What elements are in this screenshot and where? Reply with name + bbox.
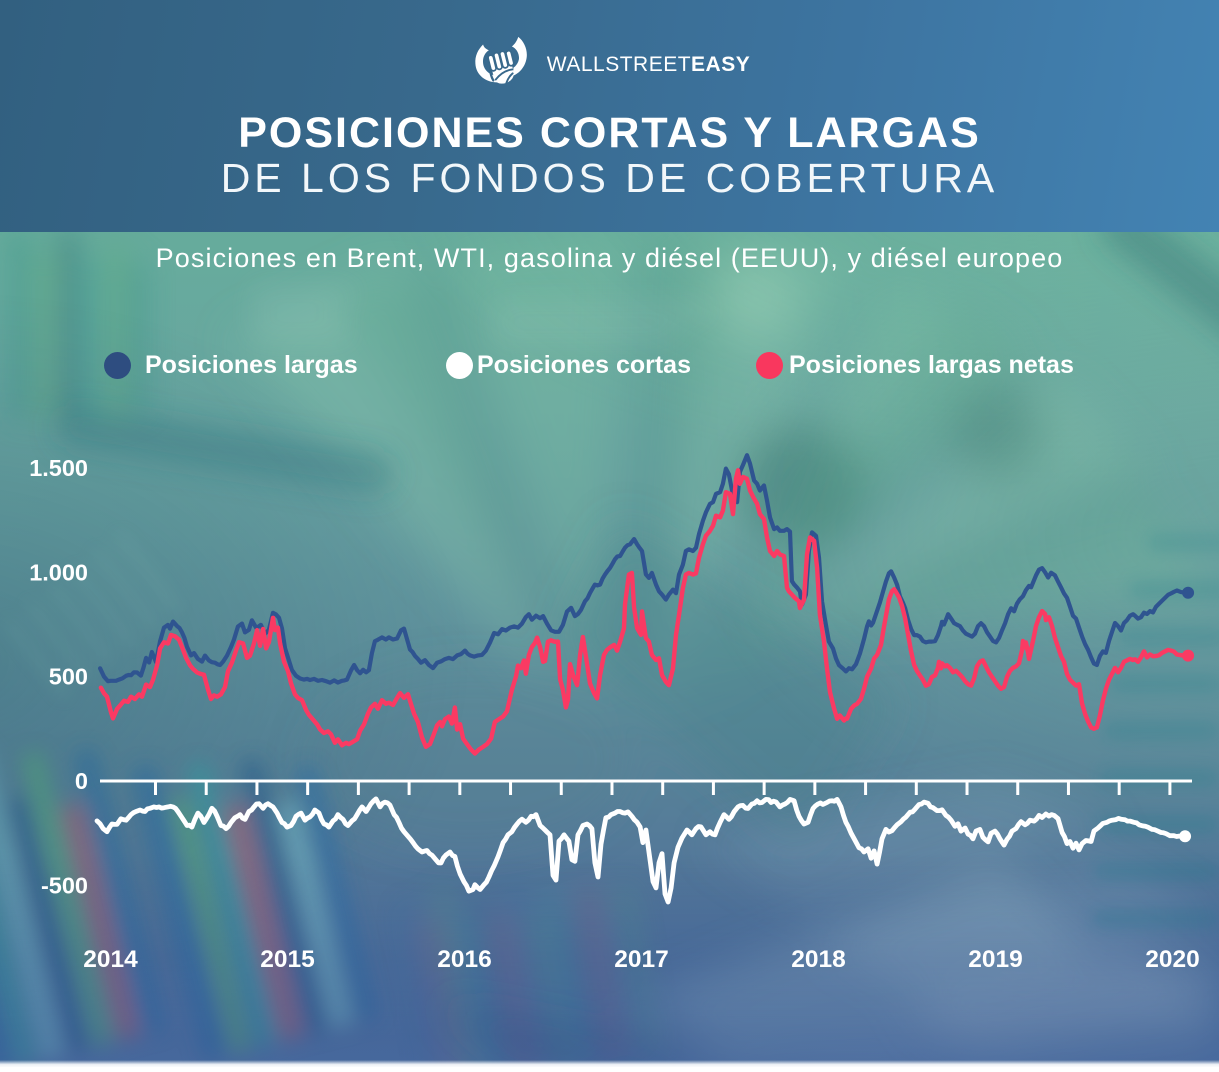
- hatch-midleft: [4, 532, 181, 699]
- background-bottom-fade: [0, 1060, 1219, 1068]
- legend-dot-netas: [756, 351, 783, 379]
- brand-wordmark: WALLSTREETEASY: [547, 53, 750, 77]
- legend-dot-largas: [104, 351, 131, 379]
- x-tick-label: 2018: [791, 946, 846, 973]
- x-tick-label: 2019: [968, 946, 1023, 973]
- header: WALLSTREETEASY POSICIONES CORTAS Y LARGA…: [0, 0, 1219, 232]
- x-tick-label: 2020: [1145, 946, 1200, 973]
- bull-icon: [475, 36, 527, 84]
- brand-light: WALLSTREET: [546, 53, 692, 76]
- legend-label-largas: Posiciones largas: [145, 350, 358, 379]
- title-line1: POSICIONES CORTAS Y LARGAS: [238, 109, 981, 157]
- x-tick-label: 2015: [260, 946, 315, 973]
- x-tick-label: 2014: [83, 946, 138, 973]
- legend-dot-cortas: [446, 351, 473, 379]
- series-posiciones-cortas: [94, 796, 1188, 905]
- x-tick-label: 2016: [437, 946, 492, 973]
- y-tick-label: 1.000: [29, 559, 88, 585]
- ledger-rows: [1092, 535, 1219, 926]
- document-rows: [250, 288, 710, 340]
- subtitle: Posiciones en Brent, WTI, gasolina y dié…: [155, 243, 1064, 273]
- title-line2: DE LOS FONDOS DE COBERTURA: [220, 155, 999, 201]
- series-end-dot: [1182, 586, 1195, 599]
- paper-streaks: [700, 780, 1219, 1060]
- series-posiciones-largas: [98, 453, 1191, 685]
- legend-label-netas: Posiciones largas netas: [789, 350, 1074, 379]
- barchart-bottomleft: [0, 744, 378, 1068]
- y-tick-label: 0: [75, 768, 88, 794]
- brand-bold: EASY: [691, 53, 751, 76]
- logo[interactable]: WALLSTREETEASY: [0, 28, 1219, 102]
- y-tick-label: 500: [49, 664, 88, 690]
- y-tick-label: -500: [41, 872, 88, 898]
- legend-item-cortas[interactable]: Posiciones cortas: [446, 351, 691, 379]
- money-fan: [230, 230, 1219, 720]
- bottom-white-edge: [0, 1067, 1219, 1072]
- y-tick-label: 1.500: [29, 455, 88, 481]
- x-tick-label: 2017: [614, 946, 669, 973]
- series-end-dot: [1179, 830, 1192, 843]
- legend-item-largas[interactable]: Posiciones largas: [104, 351, 358, 379]
- series-end-dot: [1182, 649, 1195, 662]
- legend-label-cortas: Posiciones cortas: [477, 350, 691, 379]
- legend-item-netas[interactable]: Posiciones largas netas: [756, 351, 1074, 379]
- money-dark-band: [56, 202, 1219, 495]
- series-posiciones-largas-netas: [98, 468, 1191, 756]
